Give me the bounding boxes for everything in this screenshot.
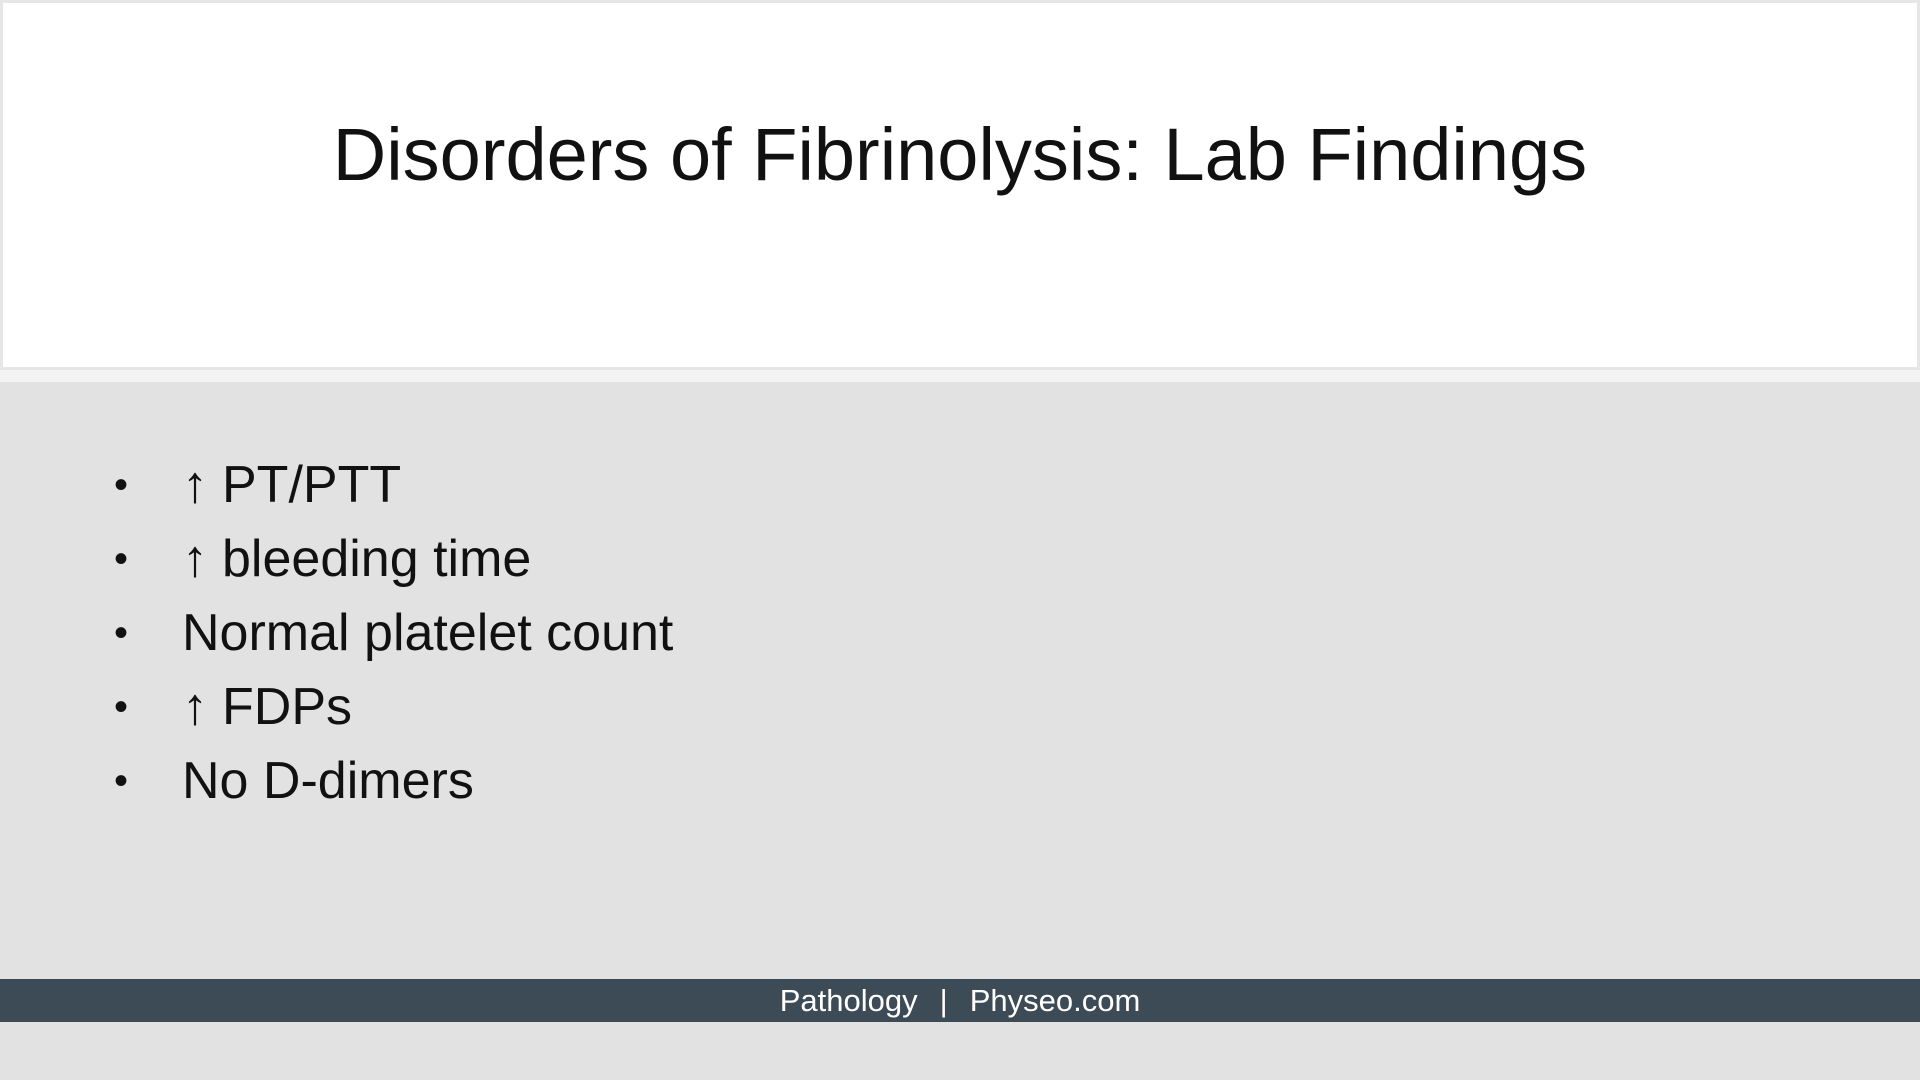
bullet-dot-icon: •	[114, 462, 129, 507]
bullet-text: No D-dimers	[182, 752, 474, 810]
bullet-list: • ↑ PT/PTT • ↑ bleeding time • Normal pl…	[110, 448, 673, 818]
bullet-text: Normal platelet count	[182, 604, 674, 662]
bullet-item: • Normal platelet count	[110, 596, 673, 670]
bullet-item: • ↑ PT/PTT	[110, 448, 673, 522]
bullet-text: bleeding time	[222, 530, 532, 588]
up-arrow-icon: ↑	[182, 456, 208, 514]
bullet-text: FDPs	[222, 678, 352, 736]
bullet-item: • ↑ FDPs	[110, 670, 673, 744]
bullet-text: PT/PTT	[222, 456, 402, 514]
slide-title: Disorders of Fibrinolysis: Lab Findings	[332, 113, 1588, 196]
footer-separator: |	[939, 982, 948, 1018]
footer-bar: Pathology | Physeo.com	[0, 979, 1920, 1022]
footer-site: Physeo.com	[969, 982, 1141, 1018]
bullet-item: • No D-dimers	[110, 744, 673, 818]
bullet-dot-icon: •	[114, 610, 129, 655]
footer-subject: Pathology	[779, 982, 918, 1018]
bullet-dot-icon: •	[114, 758, 129, 803]
up-arrow-icon: ↑	[182, 530, 208, 588]
bullet-dot-icon: •	[114, 684, 129, 729]
title-box: Disorders of Fibrinolysis: Lab Findings	[0, 0, 1920, 370]
up-arrow-icon: ↑	[182, 678, 208, 736]
bullet-item: • ↑ bleeding time	[110, 522, 673, 596]
title-divider	[0, 370, 1920, 382]
bullet-dot-icon: •	[114, 536, 129, 581]
